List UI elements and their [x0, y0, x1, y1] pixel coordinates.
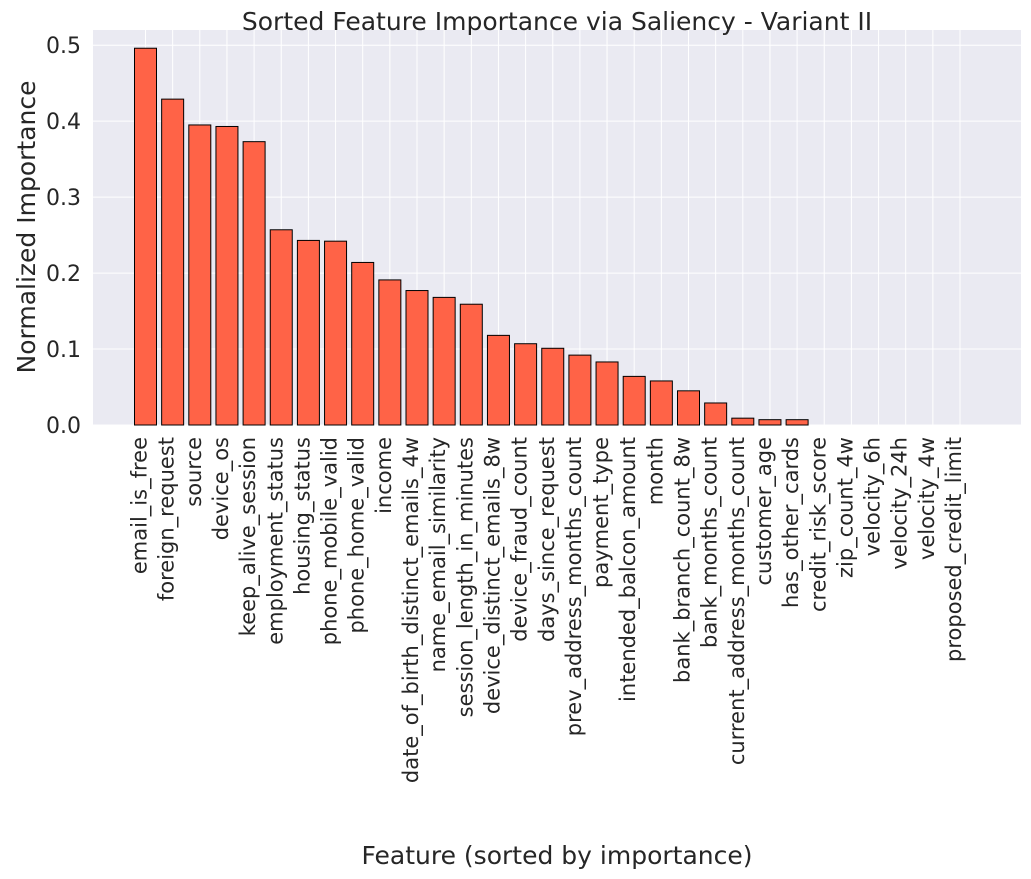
bar-device_os: [215, 125, 239, 426]
x-tick-label-intended_balcon_amount: intended_balcon_amount: [616, 437, 641, 702]
x-axis-label: Feature (sorted by importance): [362, 841, 753, 870]
bar-source: [188, 124, 212, 426]
bar-bank_branch_count_8w: [677, 390, 700, 426]
x-tick-label-date_of_birth_distinct_emails_4w: date_of_birth_distinct_emails_4w: [399, 437, 424, 783]
x-tick-label-device_distinct_emails_8w: device_distinct_emails_8w: [480, 437, 505, 714]
x-tick-label-proposed_credit_limit: proposed_credit_limit: [942, 437, 967, 662]
bar-current_address_months_count: [731, 417, 755, 426]
x-tick-label-device_os: device_os: [209, 437, 234, 540]
bar-name_email_similarity: [432, 296, 456, 426]
x-tick-label-month: month: [643, 437, 667, 505]
y-axis-label: Normalized Importance: [12, 81, 41, 374]
bar-intended_balcon_amount: [622, 375, 646, 426]
x-tick-label-bank_branch_count_8w: bank_branch_count_8w: [671, 437, 696, 683]
y-tick-label: 0.3: [46, 186, 81, 211]
bar-income: [378, 279, 402, 426]
chart-title: Sorted Feature Importance via Saliency -…: [242, 7, 872, 36]
bar-customer_age: [758, 419, 782, 426]
x-tick-label-employment_status: employment_status: [263, 437, 288, 645]
x-tick-label-current_address_months_count: current_address_months_count: [725, 437, 750, 765]
x-tick-label-email_is_free: email_is_free: [128, 437, 153, 574]
bar-days_since_request: [541, 347, 565, 426]
x-tick-label-velocity_24h: velocity_24h: [888, 437, 913, 570]
bar-payment_type: [595, 361, 619, 426]
bar-bank_months_count: [704, 402, 728, 426]
bar-session_length_in_minutes: [459, 303, 483, 426]
x-tick-label-bank_months_count: bank_months_count: [698, 437, 723, 648]
x-tick-label-foreign_request: foreign_request: [155, 437, 180, 601]
bars: [134, 47, 809, 426]
bar-phone_mobile_valid: [324, 240, 348, 426]
bar-date_of_birth_distinct_emails_4w: [405, 290, 429, 426]
x-tick-label-device_fraud_count: device_fraud_count: [508, 437, 533, 642]
bar-prev_address_months_count: [568, 354, 592, 426]
bar-device_fraud_count: [514, 343, 538, 426]
x-tick-label-days_since_request: days_since_request: [535, 437, 560, 642]
bar-housing_status: [296, 239, 320, 426]
bar-phone_home_valid: [351, 261, 375, 426]
x-tick-label-keep_alive_session: keep_alive_session: [236, 437, 261, 636]
bar-has_other_cards: [785, 419, 809, 426]
x-tick-label-has_other_cards: has_other_cards: [779, 437, 804, 608]
x-tick-label-customer_age: customer_age: [752, 437, 777, 586]
x-tick-label-zip_count_4w: zip_count_4w: [833, 437, 858, 578]
x-tick-label-payment_type: payment_type: [589, 437, 614, 588]
bar-month: [649, 380, 673, 426]
y-tick-label: 0.0: [46, 414, 81, 439]
y-tick-labels: 0.0 0.1 0.2 0.3 0.4 0.5: [46, 34, 81, 439]
x-tick-label-credit_risk_score: credit_risk_score: [806, 437, 831, 612]
bar-keep_alive_session: [242, 141, 266, 426]
x-tick-label-prev_address_months_count: prev_address_months_count: [562, 437, 587, 736]
x-tick-label-source: source: [182, 437, 206, 507]
y-tick-label: 0.4: [46, 110, 81, 135]
y-tick-label: 0.5: [46, 34, 81, 59]
bar-employment_status: [269, 229, 293, 426]
x-tick-label-session_length_in_minutes: session_length_in_minutes: [453, 437, 478, 717]
x-tick-label-phone_home_valid: phone_home_valid: [345, 437, 370, 634]
bar-device_distinct_emails_8w: [486, 334, 510, 426]
y-tick-label: 0.2: [46, 262, 81, 287]
bar-foreign_request: [161, 98, 185, 426]
x-tick-label-velocity_4w: velocity_4w: [915, 437, 940, 560]
bar-email_is_free: [134, 47, 157, 426]
x-tick-label-velocity_6h: velocity_6h: [861, 437, 886, 556]
x-tick-labels: email_is_free foreign_request source device…: [128, 437, 968, 783]
x-tick-label-income: income: [372, 437, 396, 514]
x-tick-label-name_email_similarity: name_email_similarity: [426, 437, 451, 672]
x-tick-label-housing_status: housing_status: [290, 437, 315, 595]
y-tick-label: 0.1: [46, 338, 81, 363]
x-tick-label-phone_mobile_valid: phone_mobile_valid: [318, 437, 343, 645]
